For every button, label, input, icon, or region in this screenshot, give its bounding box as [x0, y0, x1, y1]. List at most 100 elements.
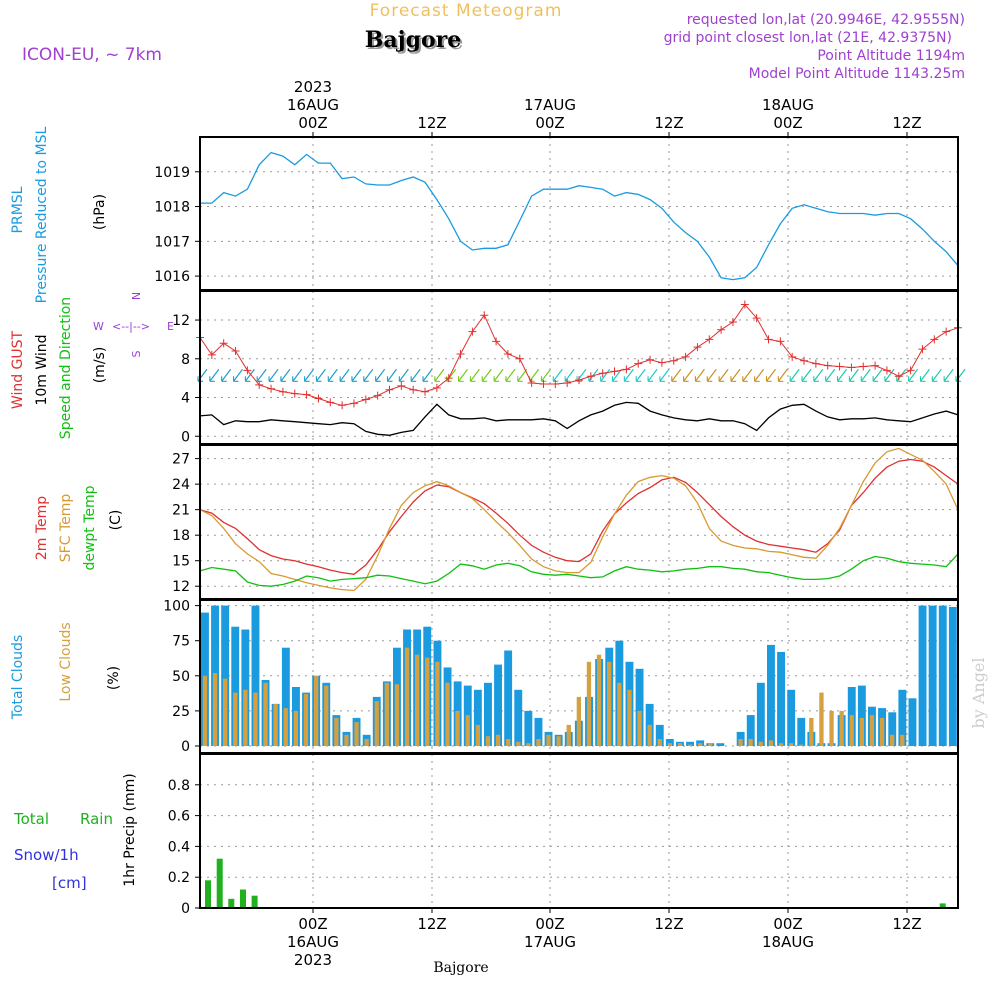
wind-arrow: [469, 368, 480, 382]
wind-arrow: [813, 368, 824, 382]
total-cloud-bar: [898, 689, 907, 746]
total-cloud-bar: [635, 668, 644, 746]
location-title: Bajgore: [365, 27, 461, 53]
top-time-label: 00Z: [298, 114, 327, 132]
bottom-time-label: 16AUG: [287, 933, 339, 951]
wind-arrow: [848, 368, 859, 382]
low-cloud-bar: [879, 717, 885, 746]
low-cloud-bar: [890, 734, 895, 746]
top-time-label: 2023: [294, 78, 332, 96]
rain-bar: [216, 858, 223, 908]
low-cloud-bar: [223, 678, 228, 746]
label-speed-direction: Speed and Direction: [58, 297, 74, 439]
gust-marker: [456, 349, 465, 358]
wind-arrow: [375, 368, 386, 382]
wind-arrow-head: [765, 376, 772, 382]
low-cloud-bar: [263, 682, 268, 746]
low-cloud-bar: [374, 701, 379, 746]
label-low-clouds: Low Clouds: [58, 622, 74, 701]
low-cloud-bar: [273, 703, 278, 746]
wind-arrow-head: [931, 376, 938, 382]
gust-marker: [290, 389, 299, 398]
wind-arrow: [671, 368, 682, 382]
gust-marker: [882, 366, 891, 375]
y-tick-label: 27: [172, 452, 190, 468]
gust-marker: [693, 343, 702, 352]
low-cloud-bar: [314, 675, 319, 746]
compass-arrows: <--|-->: [112, 320, 150, 333]
y-tick-label: 8: [181, 352, 190, 368]
bottom-time-label: 00Z: [773, 915, 802, 933]
label-10m-wind: 10m Wind: [34, 334, 50, 405]
wind-arrow-head: [375, 376, 381, 382]
low-cloud-bar: [607, 661, 612, 746]
wind-arrow: [754, 368, 765, 382]
low-cloud-bar: [344, 734, 349, 746]
wind-arrow: [244, 368, 255, 382]
total-cloud-bar: [736, 731, 745, 746]
low-cloud-bar: [657, 739, 662, 746]
low-cloud-bar: [667, 743, 672, 746]
low-cloud-bar: [778, 743, 784, 746]
gust-marker: [302, 390, 311, 399]
low-cloud-bar: [566, 724, 571, 746]
wind-arrow: [327, 368, 338, 382]
wind-arrow: [564, 368, 575, 382]
y-tick-label: 0.8: [168, 778, 190, 794]
label-total: Total: [13, 810, 49, 828]
total-cloud-bar: [797, 717, 806, 746]
temp-2m-line: [199, 458, 959, 575]
low-cloud-bar: [859, 717, 864, 746]
wind-arrow: [718, 368, 729, 382]
low-cloud-bar: [506, 739, 511, 746]
total-cloud-bar: [221, 605, 230, 746]
wind-arrow: [919, 368, 930, 382]
total-cloud-bar: [857, 685, 866, 746]
label-ms: (m/s): [92, 347, 108, 384]
low-cloud-bar: [324, 685, 329, 746]
model-altitude: Model Point Altitude 1143.25m: [749, 66, 965, 82]
gust-marker: [894, 372, 903, 381]
wind-arrow: [647, 368, 658, 382]
compass-s: S: [130, 350, 143, 357]
wind-arrow-head: [943, 376, 950, 382]
gust-marker: [610, 367, 619, 376]
low-cloud-bar: [687, 744, 693, 746]
label-sfc-temp: SFC Temp: [58, 494, 74, 563]
wind-arrow: [600, 368, 611, 382]
wind-arrow: [730, 368, 741, 382]
point-altitude: Point Altitude 1194m: [817, 48, 965, 64]
wind-arrow-head: [671, 376, 677, 382]
model-name: ICON-EU, ~ 7km: [22, 45, 162, 65]
low-cloud-bar: [364, 739, 369, 746]
wind-arrow-head: [422, 376, 429, 382]
label-prmsl: PRMSL: [10, 186, 26, 233]
total-cloud-bar: [494, 664, 502, 746]
wind-arrow-head: [292, 376, 298, 382]
gust-marker: [657, 358, 666, 367]
total-cloud-bar: [928, 605, 937, 746]
total-cloud-bar: [655, 724, 664, 746]
gust-marker: [278, 387, 287, 396]
gust-marker: [326, 398, 335, 407]
y-tick-label: 0: [181, 901, 190, 917]
gust-marker: [219, 339, 228, 348]
wind-arrow-head: [209, 376, 215, 382]
gust-marker: [646, 355, 655, 364]
gust-marker: [752, 314, 761, 323]
low-cloud-bar: [647, 724, 652, 746]
grid-point-coords: grid point closest lon,lat (21E, 42.9375…: [664, 30, 952, 46]
wind-arrow-head: [600, 376, 606, 382]
wind-arrow: [612, 368, 623, 382]
y-tick-label: 1019: [154, 165, 190, 181]
bottom-time-label: 18AUG: [762, 933, 814, 951]
wind-arrow-head: [505, 376, 511, 382]
low-cloud-bar: [435, 661, 440, 746]
low-cloud-bar: [516, 741, 521, 746]
low-cloud-bar: [394, 684, 400, 746]
wind-arrow: [931, 368, 942, 382]
low-cloud-bar: [425, 657, 430, 746]
low-cloud-bar: [708, 743, 713, 746]
wind-arrow-head: [742, 376, 748, 382]
rain-bar: [205, 880, 211, 908]
